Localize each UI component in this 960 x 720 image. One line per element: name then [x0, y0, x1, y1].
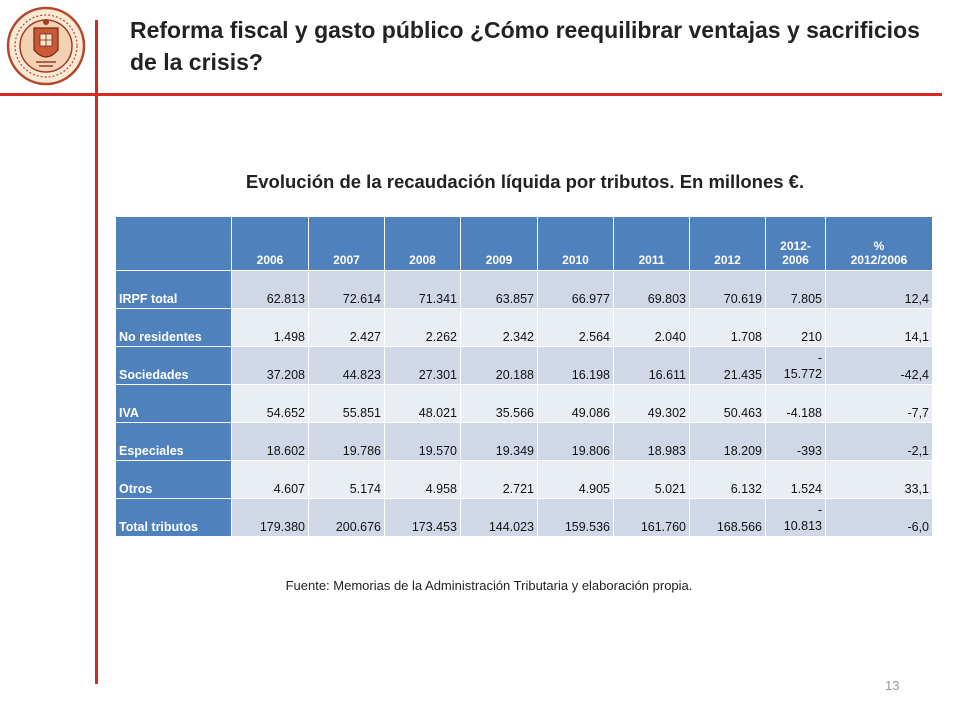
table-cell: 179.380: [231, 498, 309, 537]
table-cell: - 15.772: [765, 346, 826, 385]
table-cell: 18.602: [231, 422, 309, 461]
table-row: No residentes 1.498 2.427 2.262 2.342 2.564 2.…: [115, 308, 933, 347]
table-cell: 63.857: [460, 270, 538, 309]
accent-horizontal-rule: [0, 93, 942, 96]
table-cell: 27.301: [384, 346, 461, 385]
table-row: Total tributos 179.380 200.676 173.453 144.0…: [115, 498, 933, 537]
table-cell: - 10.813: [765, 498, 826, 537]
column-header: 2007: [308, 216, 385, 271]
column-header: 2011: [613, 216, 690, 271]
table-cell: 2.262: [384, 308, 461, 347]
column-header: 2006: [231, 216, 309, 271]
page-number: 13: [885, 678, 900, 693]
table-cell: 2.040: [613, 308, 690, 347]
table-cell: 69.803: [613, 270, 690, 309]
slide-title: Reforma fiscal y gasto público ¿Cómo ree…: [130, 17, 920, 75]
table-cell: 33,1: [825, 460, 933, 499]
table-cell: 49.302: [613, 384, 690, 423]
table-cell: -42,4: [825, 346, 933, 385]
table-cell: 21.435: [689, 346, 766, 385]
table-cell: 19.806: [537, 422, 614, 461]
table-cell: -2,1: [825, 422, 933, 461]
column-header: 2009: [460, 216, 538, 271]
table-row: Sociedades 37.208 44.823 27.301 20.188 16.198…: [115, 346, 933, 385]
row-label: Especiales: [115, 422, 232, 461]
table-cell: 161.760: [613, 498, 690, 537]
row-label: IRPF total: [115, 270, 232, 309]
table-cell: 18.983: [613, 422, 690, 461]
table-cell: 54.652: [231, 384, 309, 423]
row-label: Otros: [115, 460, 232, 499]
table-cell: 6.132: [689, 460, 766, 499]
row-label: Total tributos: [115, 498, 232, 537]
table-cell: 71.341: [384, 270, 461, 309]
source-note: Fuente: Memorias de la Administración Tr…: [285, 578, 693, 593]
table-cell: 2.721: [460, 460, 538, 499]
table-cell: 72.614: [308, 270, 385, 309]
revenue-table: 2006 2007 2008 2009 2010 2011 2012 2012- 2006% …: [115, 216, 933, 537]
university-seal-icon: [6, 6, 86, 86]
accent-vertical-rule: [95, 20, 98, 684]
table-cell: 210: [765, 308, 826, 347]
table-row: Especiales 18.602 19.786 19.570 19.349 19.806…: [115, 422, 933, 461]
table-row: Otros 4.607 5.174 4.958 2.721 4.905 5.021 6.132…: [115, 460, 933, 499]
table-cell: 50.463: [689, 384, 766, 423]
table-cell: 48.021: [384, 384, 461, 423]
table-row: IVA 54.652 55.851 48.021 35.566 49.086 49.302 5…: [115, 384, 933, 423]
table-header-row: 2006 2007 2008 2009 2010 2011 2012 2012- 2006% …: [115, 216, 933, 271]
table-cell: 44.823: [308, 346, 385, 385]
table-cell: 200.676: [308, 498, 385, 537]
table-cell: 4.958: [384, 460, 461, 499]
row-label: Sociedades: [115, 346, 232, 385]
table-cell: 18.209: [689, 422, 766, 461]
table-cell: 1.524: [765, 460, 826, 499]
table-cell: 5.174: [308, 460, 385, 499]
table-cell: 20.188: [460, 346, 538, 385]
table-cell: 159.536: [537, 498, 614, 537]
table-cell: 35.566: [460, 384, 538, 423]
table-cell: 70.619: [689, 270, 766, 309]
table-cell: -393: [765, 422, 826, 461]
table-cell: 7.805: [765, 270, 826, 309]
column-header: % 2012/2006: [825, 216, 933, 271]
table-cell: 144.023: [460, 498, 538, 537]
table-cell: 49.086: [537, 384, 614, 423]
table-cell: 19.786: [308, 422, 385, 461]
table-cell: 2.342: [460, 308, 538, 347]
column-header: 2010: [537, 216, 614, 271]
table-cell: 12,4: [825, 270, 933, 309]
table-cell: 19.570: [384, 422, 461, 461]
table-cell: 1.498: [231, 308, 309, 347]
column-header: 2012: [689, 216, 766, 271]
column-header: 2008: [384, 216, 461, 271]
table-cell: 1.708: [689, 308, 766, 347]
table-cell: 19.349: [460, 422, 538, 461]
table-row: IRPF total 62.813 72.614 71.341 63.857 66.977…: [115, 270, 933, 309]
table-cell: 2.564: [537, 308, 614, 347]
table-cell: -7,7: [825, 384, 933, 423]
table-cell: 4.905: [537, 460, 614, 499]
column-header: 2012- 2006: [765, 216, 826, 271]
table-cell: -6,0: [825, 498, 933, 537]
table-cell: 16.198: [537, 346, 614, 385]
table-cell: 5.021: [613, 460, 690, 499]
table-cell: 16.611: [613, 346, 690, 385]
table-cell: 4.607: [231, 460, 309, 499]
table-cell: 55.851: [308, 384, 385, 423]
table-cell: 168.566: [689, 498, 766, 537]
table-cell: 2.427: [308, 308, 385, 347]
table-cell: 37.208: [231, 346, 309, 385]
table-cell: 62.813: [231, 270, 309, 309]
row-label: IVA: [115, 384, 232, 423]
table-cell: 66.977: [537, 270, 614, 309]
table-cell: 173.453: [384, 498, 461, 537]
table-title: Evolución de la recaudación líquida por …: [245, 171, 805, 192]
table-cell: -4.188: [765, 384, 826, 423]
header-corner-cell: [115, 216, 232, 271]
table-cell: 14,1: [825, 308, 933, 347]
row-label: No residentes: [115, 308, 232, 347]
